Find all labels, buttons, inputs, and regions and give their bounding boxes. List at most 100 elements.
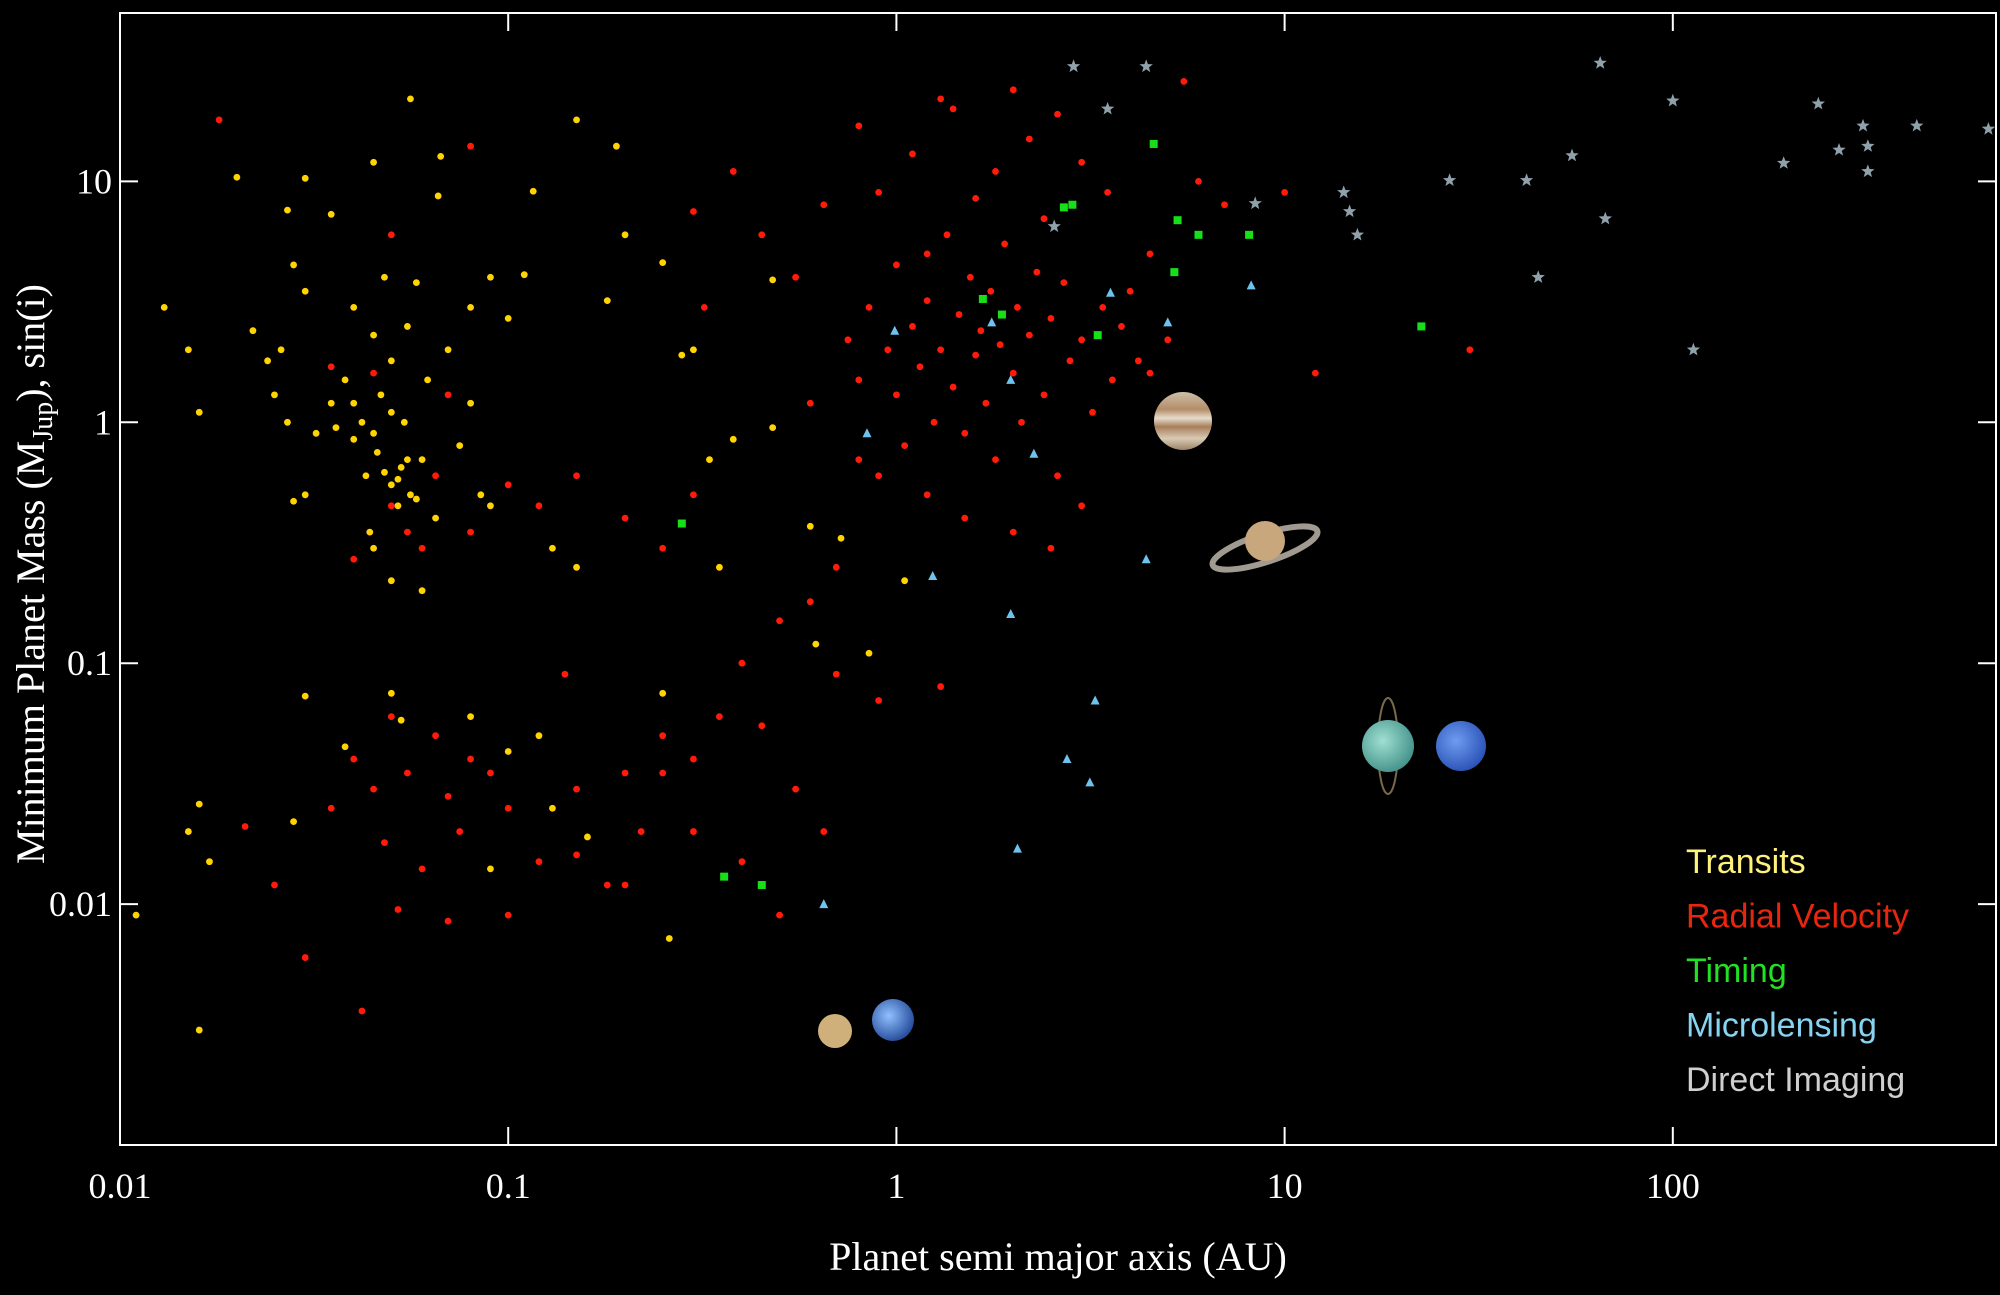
point xyxy=(445,346,452,353)
point xyxy=(388,502,395,509)
point xyxy=(271,391,278,398)
point xyxy=(659,770,666,777)
point xyxy=(467,529,474,536)
point xyxy=(381,839,388,846)
point xyxy=(855,376,862,383)
point xyxy=(477,491,484,498)
point xyxy=(264,357,271,364)
point xyxy=(505,912,512,919)
point xyxy=(1109,376,1116,383)
point xyxy=(622,770,629,777)
point xyxy=(342,743,349,750)
point xyxy=(838,535,845,542)
point xyxy=(1532,270,1545,283)
point xyxy=(1812,97,1825,110)
point xyxy=(378,391,385,398)
point xyxy=(302,175,309,182)
point xyxy=(284,419,291,426)
point xyxy=(961,430,968,437)
point xyxy=(1048,220,1061,233)
point xyxy=(1094,331,1102,339)
point xyxy=(820,828,827,835)
point xyxy=(467,400,474,407)
point xyxy=(812,641,819,648)
point xyxy=(302,491,309,498)
point xyxy=(1140,59,1153,72)
y-tick-label: 10 xyxy=(76,161,112,201)
point xyxy=(1118,323,1125,330)
point xyxy=(1247,280,1256,289)
point xyxy=(1018,419,1025,426)
point xyxy=(706,456,713,463)
point xyxy=(398,464,405,471)
point xyxy=(875,189,882,196)
point xyxy=(487,274,494,281)
point xyxy=(622,231,629,238)
point xyxy=(363,472,370,479)
point xyxy=(701,304,708,311)
point xyxy=(185,828,192,835)
point xyxy=(1312,370,1319,377)
point xyxy=(185,346,192,353)
point xyxy=(1029,449,1038,458)
jupiter xyxy=(1154,392,1212,450)
point xyxy=(1041,215,1048,222)
point xyxy=(979,295,987,303)
point xyxy=(659,732,666,739)
point xyxy=(1041,391,1048,398)
point xyxy=(638,828,645,835)
point xyxy=(875,697,882,704)
point xyxy=(437,153,444,160)
point xyxy=(604,297,611,304)
point xyxy=(366,529,373,536)
point xyxy=(1101,102,1114,115)
point xyxy=(866,304,873,311)
y-axis-label-subscript: Jup xyxy=(28,402,59,441)
point xyxy=(404,456,411,463)
point xyxy=(467,713,474,720)
point xyxy=(730,168,737,175)
point xyxy=(1249,196,1262,209)
point xyxy=(395,906,402,913)
point xyxy=(530,188,537,195)
point xyxy=(884,346,891,353)
point xyxy=(792,274,799,281)
point xyxy=(395,476,402,483)
point xyxy=(931,419,938,426)
point xyxy=(271,882,278,889)
point xyxy=(302,288,309,295)
point xyxy=(690,756,697,763)
x-tick-label: 10 xyxy=(1267,1166,1303,1206)
point xyxy=(855,456,862,463)
point xyxy=(1520,173,1533,186)
point xyxy=(1221,201,1228,208)
y-tick-label: 1 xyxy=(94,402,112,442)
point xyxy=(730,436,737,443)
point xyxy=(1443,173,1456,186)
point xyxy=(370,786,377,793)
point xyxy=(216,116,223,123)
point xyxy=(388,231,395,238)
point xyxy=(977,327,984,334)
point xyxy=(432,732,439,739)
point xyxy=(928,571,937,580)
point xyxy=(395,502,402,509)
point xyxy=(456,828,463,835)
data-points xyxy=(133,56,1995,1033)
x-tick-label: 0.1 xyxy=(486,1166,531,1206)
point xyxy=(1687,343,1700,356)
point xyxy=(424,376,431,383)
point xyxy=(196,801,203,808)
point xyxy=(1010,529,1017,536)
x-axis-label: Planet semi major axis (AU) xyxy=(829,1234,1287,1279)
point xyxy=(833,564,840,571)
point xyxy=(776,912,783,919)
point xyxy=(690,346,697,353)
point xyxy=(1001,241,1008,248)
point xyxy=(1170,268,1178,276)
point xyxy=(845,336,852,343)
point xyxy=(1174,216,1182,224)
point xyxy=(1047,545,1054,552)
point xyxy=(302,954,309,961)
y-axis-label-part: ), sin(i) xyxy=(8,284,53,402)
